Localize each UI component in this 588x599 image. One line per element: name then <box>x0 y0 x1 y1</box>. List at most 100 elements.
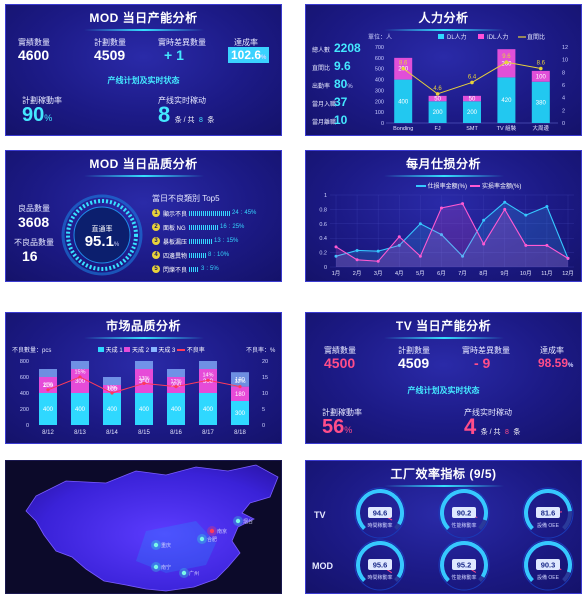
hr-stat: 出勤率 80% <box>312 77 353 91</box>
loss-xtick: 9月 <box>500 270 509 277</box>
market-bar-label-low: 400 <box>75 407 86 413</box>
legend-swatch <box>124 347 131 352</box>
mod-output-title: MOD 当日产能分析 <box>6 9 281 31</box>
market-bar-2 <box>167 369 185 377</box>
gauge-outer-ring <box>354 487 406 539</box>
top5-bar <box>189 238 212 244</box>
tv-output-panel: TV 当日产能分析 實績數量 計劃數量 實時差異數量 達成率 4500 4509… <box>305 312 582 444</box>
loss-point <box>376 259 380 263</box>
hr-title: 人力分析 <box>306 9 581 31</box>
top5-bar <box>189 252 206 258</box>
good-label: 良品數量 <box>18 204 50 213</box>
market-bar-1 <box>135 369 153 393</box>
efficiency-row-label-tv: TV <box>314 510 326 520</box>
market-bar-1 <box>103 385 121 393</box>
market-rate-point <box>142 381 146 385</box>
market-bar-2 <box>199 361 217 369</box>
gauge-value-wrap: 95.1% <box>60 233 144 251</box>
gauge-value-box <box>368 507 392 518</box>
hr-ytick: 100 <box>375 110 384 116</box>
market-ytick: 200 <box>20 407 29 413</box>
hr-stat: 當月離職10 <box>312 113 348 127</box>
market-ytick: 0 <box>26 423 29 429</box>
gauge-value: 94.6 <box>373 509 388 518</box>
top5-bar <box>189 210 230 216</box>
mod-kpi-value-3: 102.6 <box>231 48 262 62</box>
map-inner-glow <box>136 521 216 573</box>
market-bar-0 <box>71 393 89 425</box>
top5-row: 2 面板 NG 16:25% <box>152 220 280 234</box>
top5-title: 當日不良類別 Top5 <box>152 194 220 203</box>
top5-pct: 25% <box>232 224 245 230</box>
top5-name: 顯示不良 <box>163 211 188 218</box>
tv-kpi-label-2: 實時差異數量 <box>462 346 510 355</box>
market-rate-label: 12% <box>170 379 181 385</box>
hr-bar-dl <box>463 101 481 123</box>
tv-kpi-label-3: 達成率 <box>540 346 564 355</box>
hr-ytick: 200 <box>375 99 384 105</box>
loss-point <box>524 213 528 217</box>
top5-name: 暴板漏压 <box>163 239 188 246</box>
market-xtick: 8/16 <box>170 430 182 436</box>
mod-plan-rate: 90% <box>22 104 52 127</box>
market-xtick: 8/12 <box>42 430 54 436</box>
loss-point <box>355 248 359 252</box>
hr-bar-idl-label: 260 <box>501 61 512 67</box>
gauge-value-box <box>536 559 560 570</box>
top5-row: 4 四邊異物 8:10% <box>152 248 280 262</box>
market-rate-point <box>174 385 178 389</box>
market-right-unit: 不良率：% <box>246 348 276 354</box>
gauge-fill <box>440 541 488 582</box>
mod-line-rate-total: 8 <box>199 117 203 124</box>
loss-line-0 <box>335 201 569 259</box>
loss-xtick: 2月 <box>353 270 362 277</box>
city-label: 南宁 <box>161 564 171 571</box>
market-bar-label-mid: 300 <box>75 379 86 385</box>
tv-line-rate: 4 条 / 共 8 条 <box>464 414 520 440</box>
tv-plan-rate-label: 計劃稼動率 <box>322 408 362 417</box>
loss-ytick: 0.6 <box>319 222 327 228</box>
market-legend-1: 天成 2 <box>132 348 150 354</box>
market-ytick: 600 <box>20 375 29 381</box>
market-legend-0: 天成 1 <box>105 348 123 354</box>
city-label: 广州 <box>189 570 199 577</box>
bad-value: 16 <box>22 248 38 264</box>
hr-bar-dl <box>428 101 447 123</box>
market-bar-label-low: 400 <box>203 407 214 413</box>
mod-kpi-value-3-wrap: 102.6% <box>228 47 270 63</box>
loss-title: 每月仕损分析 <box>306 155 581 177</box>
mod-kpi-suffix-3: % <box>261 55 267 61</box>
top5-bar <box>189 224 218 230</box>
hr-bar-dl-label: 200 <box>467 110 478 116</box>
top5-name: 四邊異物 <box>163 253 188 260</box>
market-xtick: 8/14 <box>106 430 118 436</box>
mod-kpi-value-1: 4509 <box>94 47 126 63</box>
loss-point <box>418 222 422 226</box>
market-rate-label: 15% <box>74 370 85 376</box>
hr-y2tick: 0 <box>562 121 565 127</box>
hr-xtick: Bonding <box>393 126 413 132</box>
gauge-value: 95.6 <box>373 561 388 570</box>
market-bar-label-low: 400 <box>171 407 182 413</box>
city-label: 重庆 <box>161 542 171 549</box>
tv-kpi-label-0: 實績數量 <box>324 346 356 355</box>
city-pin <box>181 570 187 576</box>
loss-xtick: 8月 <box>479 270 488 277</box>
tv-line-rate-unit2: 条 <box>513 429 521 436</box>
market-ytick: 400 <box>20 391 29 397</box>
hr-xtick: FJ <box>435 126 441 132</box>
top5-rank: 1 <box>152 209 160 217</box>
gauge-outer-ring <box>438 487 490 539</box>
gauge-fill <box>356 489 404 530</box>
tv-line-rate-label: 产线实时稼动 <box>464 408 512 417</box>
hr-bar-dl-label: 200 <box>433 110 444 116</box>
market-bar-0 <box>39 393 57 425</box>
market-xtick: 8/18 <box>234 430 246 436</box>
top5-pct: 10% <box>217 252 230 258</box>
market-rate-label: 10% <box>106 386 117 392</box>
gauge-value: 90.3 <box>541 561 556 570</box>
hr-ratio-label: 8.6 <box>399 61 408 67</box>
loss-point <box>439 233 443 237</box>
